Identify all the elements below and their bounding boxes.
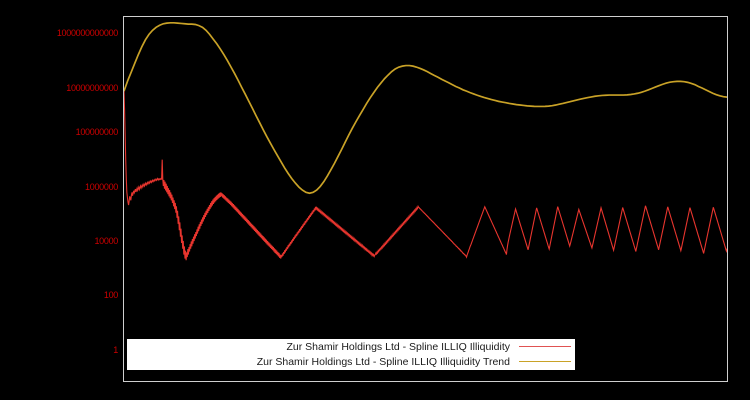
- legend-swatch-series: [519, 346, 571, 347]
- y-tick-label: 1000000: [85, 182, 118, 192]
- illiquidity-series-line: [124, 90, 727, 261]
- y-tick-label: 10000: [94, 236, 118, 246]
- y-tick-label: 10000000000: [66, 83, 118, 93]
- legend-label-trend: Zur Shamir Holdings Ltd - Spline ILLIQ I…: [256, 355, 510, 368]
- y-tick-label: 100000000: [75, 127, 119, 137]
- y-tick-label: 1: [113, 345, 118, 355]
- legend-swatch-trend: [519, 361, 571, 362]
- chart-legend: Zur Shamir Holdings Ltd - Spline ILLIQ I…: [126, 338, 576, 371]
- y-tick-label: 1000000000000: [56, 28, 118, 38]
- legend-label-series: Zur Shamir Holdings Ltd - Spline ILLIQ I…: [286, 340, 510, 353]
- plot-area: [123, 16, 728, 382]
- illiquidity-trend-line: [124, 21, 727, 195]
- y-tick-label: 100: [103, 290, 118, 300]
- chart-lines: [124, 21, 727, 261]
- legend-item-series[interactable]: Zur Shamir Holdings Ltd - Spline ILLIQ I…: [127, 339, 575, 354]
- legend-item-trend[interactable]: Zur Shamir Holdings Ltd - Spline ILLIQ I…: [127, 354, 575, 369]
